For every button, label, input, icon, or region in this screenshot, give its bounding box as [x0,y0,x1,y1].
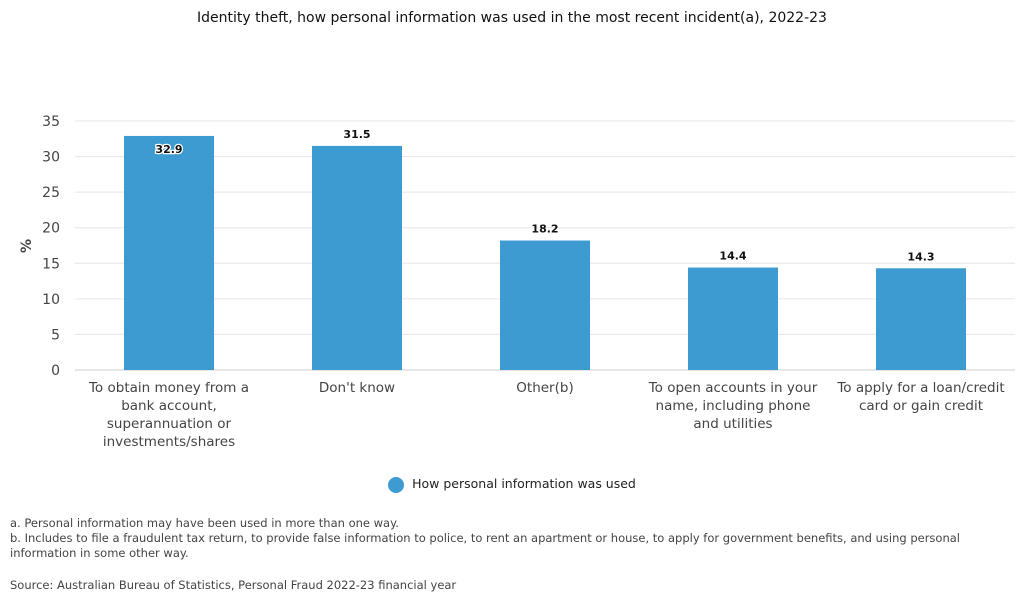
data-label: 18.2 [531,223,558,236]
footnotes: a. Personal information may have been us… [10,516,1000,561]
x-tick-label: To apply for a loan/credit [836,380,1004,396]
x-tick-label: card or gain credit [859,398,983,414]
footnote-a: a. Personal information may have been us… [10,516,399,530]
x-tick-label: name, including phone [656,398,811,414]
y-tick-label: 20 [42,221,60,237]
x-tick-label: bank account, [121,398,217,414]
source-note: Source: Australian Bureau of Statistics,… [10,578,457,592]
x-tick-label: superannuation or [107,416,232,432]
bar [124,135,214,370]
chart-title: Identity theft, how personal information… [197,10,827,26]
x-tick-label: To open accounts in your [648,380,818,396]
x-tick-label: To obtain money from a [88,380,249,396]
legend[interactable]: How personal information was used [0,476,1024,493]
bar-chart: 0 5 10 15 20 25 30 35% 32.9 To obtain money from … [19,114,1015,450]
legend-swatch [388,476,405,493]
footnote-b: b. Includes to file a fraudulent tax ret… [10,531,960,560]
x-tick-label: Other(b) [516,380,573,396]
data-label: 14.3 [907,250,934,263]
y-tick-label: 30 [42,150,60,166]
legend-label: How personal information was used [412,476,636,491]
x-tick-label: investments/shares [103,434,235,450]
y-tick-label: 25 [42,185,60,201]
bar [500,240,590,370]
bar [876,268,966,370]
y-tick-label: 10 [42,292,60,308]
bar [688,267,778,370]
y-tick-label: 15 [42,256,60,272]
y-axis-label: % [19,239,35,253]
x-tick-label: and utilities [693,416,772,432]
y-tick-label: 0 [51,363,60,379]
data-label: 32.9 [155,143,182,156]
y-tick-label: 5 [51,327,60,343]
y-tick-label: 35 [42,114,60,130]
x-tick-label: Don't know [319,380,395,396]
data-label: 14.4 [719,250,746,263]
data-label: 31.5 [343,128,370,141]
bar [312,145,402,370]
